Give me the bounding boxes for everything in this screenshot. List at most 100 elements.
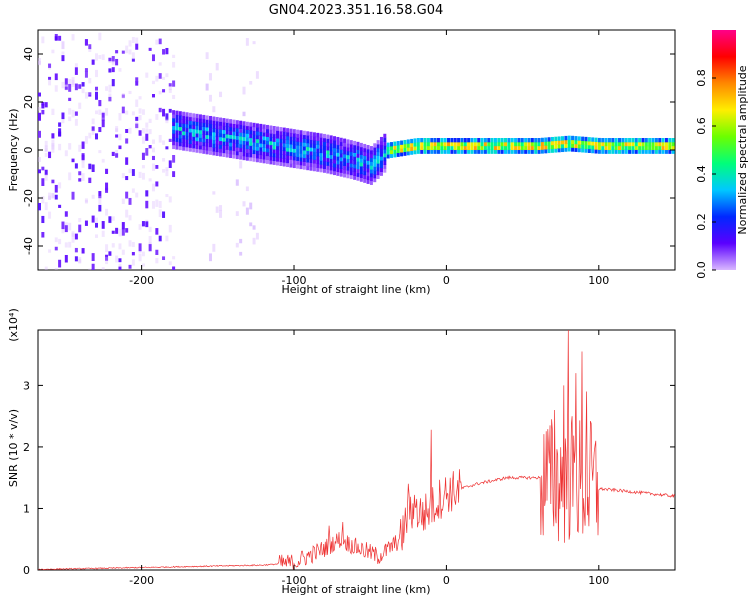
- spectrogram-cell: [574, 143, 578, 149]
- spectrogram-cell: [396, 152, 400, 157]
- spectrogram-cell: [198, 129, 202, 135]
- spectrogram-cell: [252, 130, 256, 135]
- spectrogram-cell: [363, 155, 367, 160]
- spectrogram-cell: [138, 108, 142, 114]
- x-tick-label: -100: [282, 274, 307, 287]
- spectrogram-cell: [312, 140, 316, 145]
- spectrogram-cell: [329, 135, 333, 140]
- spectrogram-cell: [634, 141, 638, 147]
- spectrogram-cell: [618, 138, 622, 143]
- spectrogram-cell: [148, 244, 152, 252]
- spectrogram-cell: [111, 230, 115, 234]
- spectrogram-cell: [219, 152, 223, 157]
- spectrogram-cell: [671, 145, 675, 151]
- spectrogram-cell: [537, 138, 541, 143]
- spectrogram-cell: [84, 39, 88, 45]
- spectrogram-cell: [490, 141, 494, 147]
- spectrogram-cell: [242, 128, 246, 134]
- spectrogram-cell: [292, 144, 296, 149]
- spectrogram-cell: [514, 145, 518, 151]
- spectrogram-cell: [286, 151, 290, 156]
- spectrogram-cell: [316, 136, 320, 142]
- spectrogram-cell: [58, 128, 62, 136]
- spectrogram-cell: [282, 158, 286, 163]
- spectrogram-cell: [510, 145, 514, 151]
- spectrogram-cell: [78, 259, 82, 263]
- spectrogram-cell: [651, 138, 655, 143]
- spectrogram-cell: [322, 137, 326, 143]
- spectrogram-cell: [658, 141, 662, 147]
- spectrogram-cell: [289, 159, 293, 164]
- spectrogram-cell: [289, 136, 293, 141]
- spectrogram-y-ticks: -40 -20 0 20 40: [22, 47, 675, 255]
- spectrogram-cell: [91, 263, 95, 270]
- spectrogram-cell: [457, 141, 461, 147]
- spectrogram-cell: [463, 141, 467, 147]
- spectrogram-cell: [416, 138, 420, 143]
- spectrogram-cell: [68, 241, 72, 248]
- spectrogram-cell: [259, 150, 263, 156]
- spectrogram-cell: [524, 138, 528, 143]
- spectrogram-cell: [54, 268, 58, 270]
- spectrogram-cell: [661, 149, 665, 154]
- spectrogram-cell: [208, 115, 212, 121]
- spectrogram-cell: [279, 130, 283, 136]
- spectrogram-cell: [105, 187, 109, 193]
- spectrogram-cell: [111, 56, 115, 62]
- spectrogram-cell: [651, 145, 655, 151]
- spectrogram-cell: [493, 149, 497, 154]
- spectrogram-cell: [185, 119, 189, 125]
- spectrogram-cell: [165, 113, 169, 121]
- spectrogram-cell: [151, 155, 155, 161]
- spectrogram-cell: [131, 58, 135, 62]
- spectrogram-cell: [507, 138, 511, 143]
- spectrogram-cell: [232, 142, 236, 148]
- spectrogram-cell: [359, 177, 363, 182]
- spectrogram-cell: [614, 141, 618, 147]
- spectrogram-cell: [158, 62, 162, 66]
- spectrogram-cell: [242, 111, 246, 117]
- spectrogram-cell: [105, 208, 109, 216]
- spectrogram-cell: [537, 145, 541, 151]
- spectrogram-cell: [262, 128, 266, 133]
- spectrogram-cell: [51, 143, 55, 150]
- spectrogram-cell: [131, 188, 135, 193]
- spectrogram-cell: [61, 40, 65, 49]
- spectrogram-cell: [205, 115, 209, 120]
- spectrogram-cell: [178, 145, 182, 151]
- spectrogram-cell: [58, 143, 62, 151]
- spectrogram-cell: [259, 135, 263, 140]
- spectrogram-cell: [222, 118, 226, 123]
- spectrogram-cell: [111, 79, 115, 87]
- spectrogram-cell: [252, 134, 256, 139]
- spectrogram-cell: [369, 161, 373, 166]
- spectrogram-cell: [390, 145, 394, 151]
- spectrogram-cell: [447, 141, 451, 147]
- spectrogram-cell: [78, 218, 82, 223]
- spectrogram-cell: [343, 157, 347, 163]
- spectrogram-cell: [624, 138, 628, 143]
- spectrogram-cell: [48, 195, 52, 200]
- spectrogram-cell: [658, 149, 662, 154]
- spectrogram-cell: [78, 144, 82, 152]
- spectrogram-cell: [242, 201, 246, 207]
- spectrogram-cell: [118, 258, 122, 263]
- spectrogram-cell: [88, 177, 92, 184]
- spectrogram-cell: [81, 248, 85, 254]
- spectrogram-cell: [172, 140, 176, 146]
- spectrogram-cell: [534, 149, 538, 154]
- spectrogram-cell: [369, 157, 373, 162]
- spectrogram-cell: [289, 155, 293, 160]
- spectrogram-cell: [366, 168, 370, 173]
- spectrogram-cell: [71, 79, 75, 87]
- spectrogram-cell: [319, 144, 323, 150]
- spectrogram-cell: [426, 149, 430, 154]
- spectrogram-cell: [292, 163, 296, 169]
- spectrogram-cell: [188, 128, 192, 133]
- spectrogram-cell: [363, 174, 367, 180]
- spectrogram-cell: [58, 122, 62, 127]
- spectrogram-cell: [94, 133, 98, 140]
- spectrogram-cell: [219, 144, 223, 149]
- spectrogram-cell: [212, 120, 216, 125]
- spectrogram-cell: [242, 151, 246, 157]
